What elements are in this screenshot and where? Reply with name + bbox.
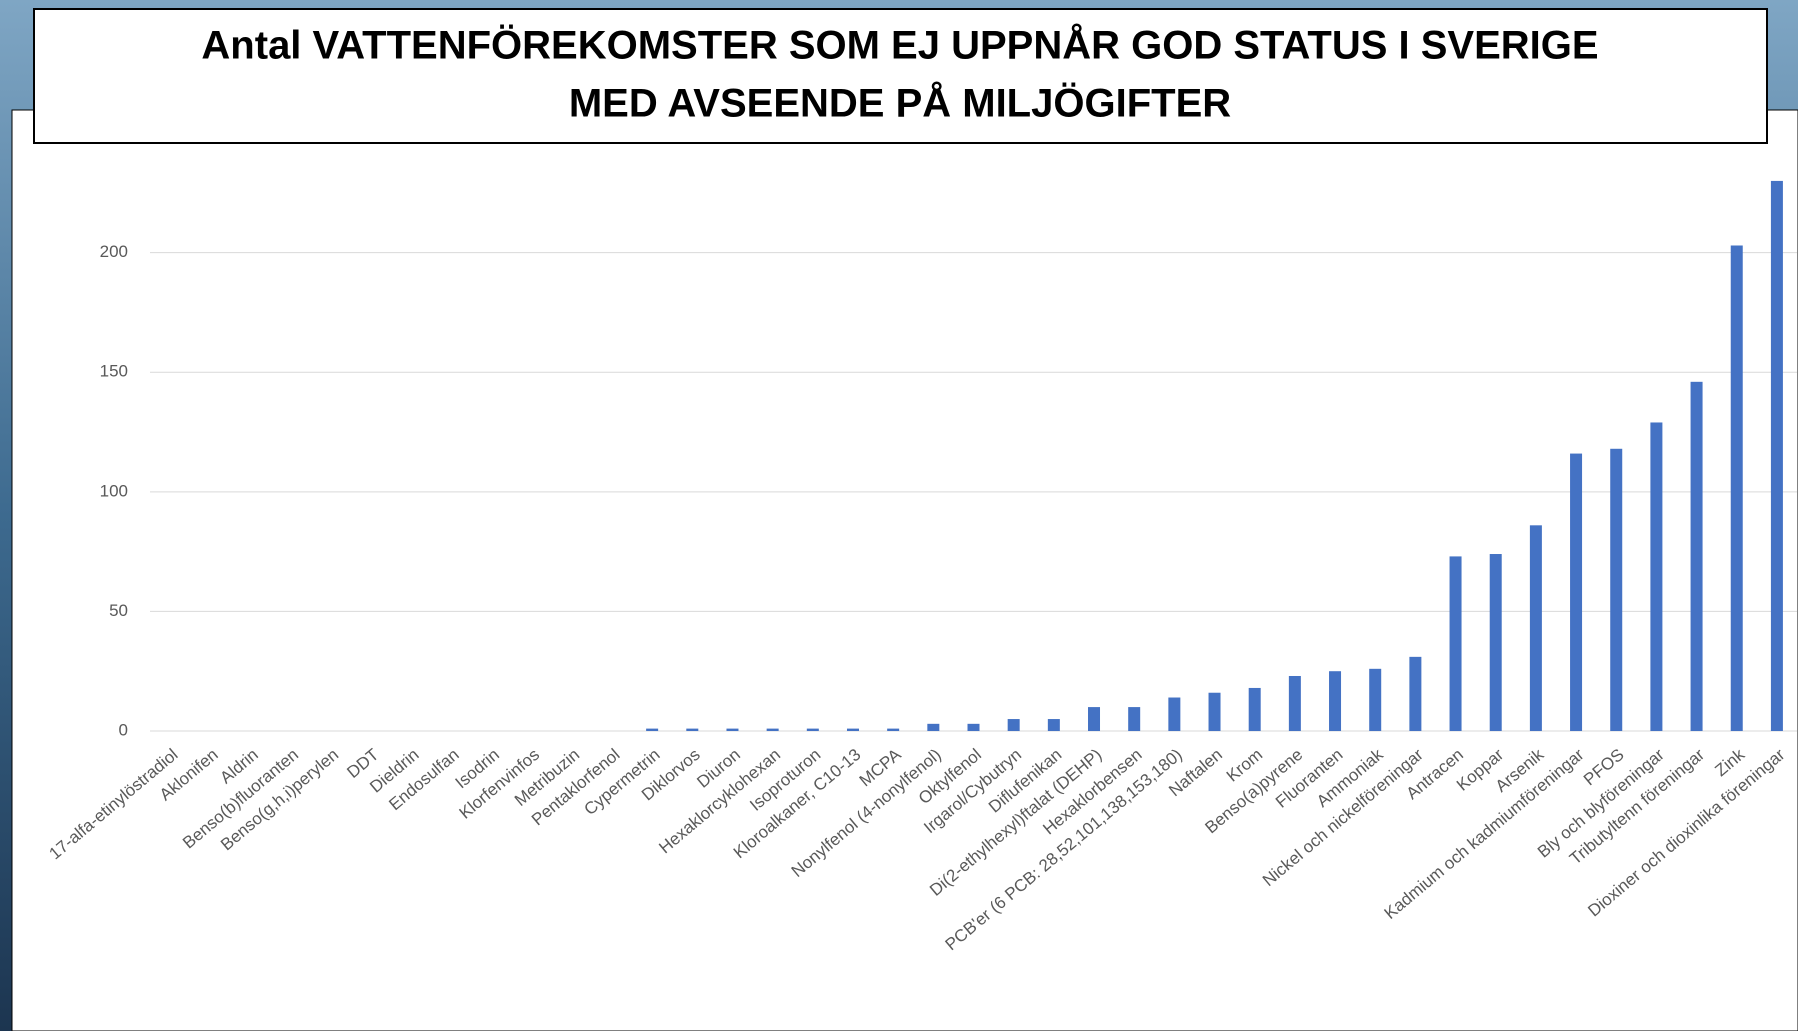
bar [686, 728, 699, 731]
bar [1168, 697, 1181, 731]
bar [1047, 719, 1060, 731]
bar [1248, 687, 1261, 731]
bar [1529, 525, 1542, 731]
bar [927, 723, 940, 731]
bar [806, 728, 819, 731]
y-tick-label: 100 [100, 481, 128, 500]
bar [1128, 707, 1141, 731]
bar [766, 728, 779, 731]
bar [967, 723, 980, 731]
bar [1329, 671, 1342, 731]
bar [1449, 556, 1462, 731]
bar [1690, 381, 1703, 731]
bar [1570, 453, 1583, 731]
title-box [33, 8, 1768, 144]
bar [1730, 245, 1743, 731]
bar [887, 728, 900, 731]
bar [846, 728, 859, 731]
y-tick-label: 0 [119, 720, 128, 739]
bar [1088, 707, 1101, 731]
chart-title: MED AVSEENDE PÅ MILJÖGIFTER [569, 81, 1231, 126]
bar [1369, 668, 1382, 731]
bar [646, 728, 659, 731]
y-tick-label: 50 [109, 601, 128, 620]
bar [1208, 692, 1221, 731]
bar [1770, 180, 1783, 731]
chart-title: Antal VATTENFÖREKOMSTER SOM EJ UPPNÅR GO… [201, 23, 1598, 68]
bar [1489, 554, 1502, 731]
bar [1288, 675, 1301, 731]
bar [1409, 656, 1422, 731]
bar [1610, 448, 1623, 731]
bar [1007, 719, 1020, 731]
y-tick-label: 200 [100, 242, 128, 261]
bar [726, 728, 739, 731]
y-tick-label: 150 [100, 362, 128, 381]
bar [1650, 422, 1663, 731]
